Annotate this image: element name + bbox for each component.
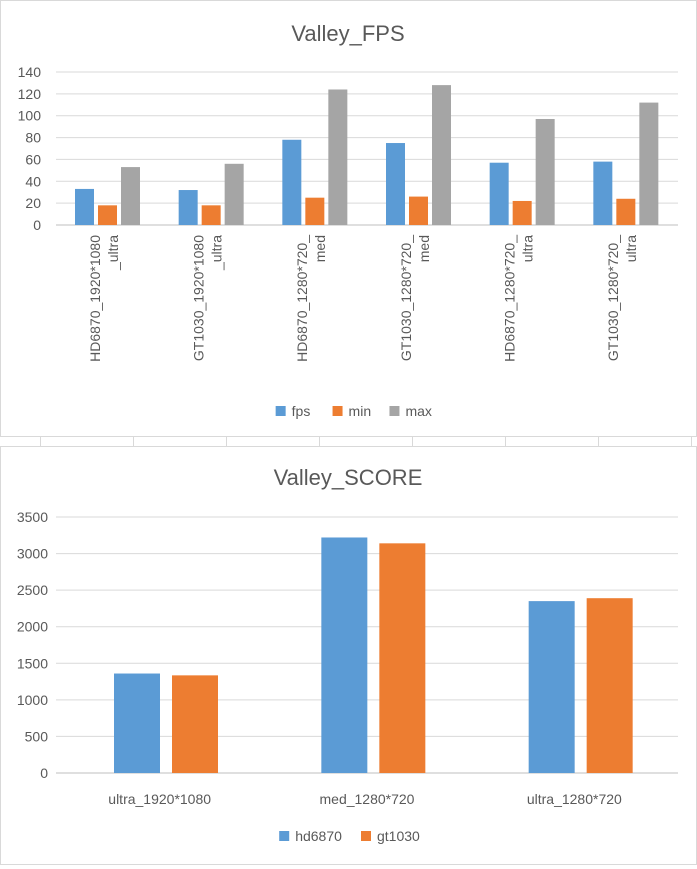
y-tick-label: 500 [25, 728, 49, 744]
sheet-gap [0, 437, 697, 446]
x-tick-label-line: GT1030_1920*1080 [191, 235, 207, 361]
x-tick-label-line: ultra [520, 235, 536, 262]
bar-max [121, 167, 140, 225]
bar-fps [386, 143, 405, 225]
bar-min [305, 197, 325, 225]
bar-fps [489, 162, 509, 225]
x-tick-label-line: GT1030_1280*720_ [605, 235, 621, 361]
legend-label-min: min [349, 403, 372, 419]
x-tick-label: HD6870_1280*720_ ultra [502, 235, 536, 362]
bar-min [409, 196, 428, 225]
cell-gridline [505, 437, 506, 446]
y-tick-label: 100 [18, 108, 42, 124]
bar-fps [178, 190, 198, 225]
x-tick-label: GT1030_1280*720_ ultra [605, 235, 639, 361]
y-tick-label: 20 [25, 195, 41, 211]
y-tick-label: 60 [25, 151, 41, 167]
y-tick-label: 2000 [17, 619, 48, 635]
y-tick-label: 120 [18, 86, 42, 102]
x-tick-label-line: med [416, 235, 432, 262]
y-tick-label: 140 [18, 64, 42, 80]
x-tick-label: HD6870_1920*1080 _ultra [87, 235, 121, 362]
y-tick-label: 40 [25, 173, 41, 189]
x-tick-label: ultra_1280*720 [527, 791, 622, 807]
legend-label-hd6870: hd6870 [295, 828, 342, 844]
cell-gridline [691, 437, 692, 446]
legend-label-max: max [405, 403, 431, 419]
x-tick-label-line: _ultra [209, 235, 225, 271]
cell-gridline [40, 437, 41, 446]
bar-fps [593, 161, 613, 225]
bar-max [224, 163, 244, 225]
y-tick-label: 0 [33, 217, 41, 233]
bar-hd6870 [114, 673, 160, 773]
bar-max [432, 85, 451, 225]
legend-swatch-hd6870 [279, 831, 290, 841]
x-tick-label-line: HD6870_1280*720_ [294, 235, 310, 362]
bar-hd6870 [321, 537, 368, 773]
y-tick-label: 2500 [17, 582, 48, 598]
cell-gridline [598, 437, 599, 446]
bar-min [98, 205, 117, 225]
y-tick-label: 3500 [17, 509, 48, 525]
bar-gt1030 [586, 598, 633, 773]
legend-swatch-min [332, 406, 343, 416]
legend-swatch-gt1030 [361, 831, 371, 841]
bar-hd6870 [528, 601, 575, 773]
bar-min [512, 200, 532, 225]
bar-gt1030 [379, 543, 426, 773]
cell-gridline [133, 437, 134, 446]
x-tick-label: HD6870_1280*720_ med [294, 235, 328, 362]
bar-fps [282, 139, 302, 225]
bar-gt1030 [172, 675, 218, 773]
score-chart: Valley_SCORE 0 500 1000 1500 2000 2500 3000 3500… [17, 465, 678, 844]
x-tick-label-line: GT1030_1280*720_ [398, 235, 414, 361]
score-chart-panel: Valley_SCORE 0 500 1000 1500 2000 2500 3000 3500… [0, 446, 697, 865]
chart-title: Valley_SCORE [274, 465, 423, 490]
bar-max [535, 118, 555, 225]
y-tick-label: 3000 [17, 546, 48, 562]
legend-swatch-fps [275, 406, 286, 416]
y-tick-label: 0 [40, 765, 48, 781]
x-tick-label-line: med [312, 235, 328, 262]
x-tick-label-line: ultra [623, 235, 639, 262]
x-tick-label: ultra_1920*1080 [108, 791, 211, 807]
legend-swatch-max [389, 406, 400, 416]
legend-label-gt1030: gt1030 [377, 828, 420, 844]
y-tick-label: 80 [25, 130, 41, 146]
x-tick-label: med_1280*720 [320, 791, 415, 807]
x-tick-label-line: HD6870_1280*720_ [502, 235, 518, 362]
y-tick-label: 1000 [17, 692, 48, 708]
x-tick-label-line: HD6870_1920*1080 [87, 235, 103, 362]
x-tick-label: GT1030_1280*720_ med [398, 235, 432, 361]
x-tick-label: GT1030_1920*1080 _ultra [191, 235, 225, 361]
bar-fps [75, 188, 94, 225]
fps-chart: Valley_FPS 0 20 40 60 80 100 120 140 HD6870_1920*… [18, 21, 678, 419]
legend-label-fps: fps [292, 403, 311, 419]
x-tick-label-line: _ultra [105, 235, 121, 271]
bar-max [639, 102, 659, 225]
chart-title: Valley_FPS [291, 21, 404, 46]
y-tick-label: 1500 [17, 655, 48, 671]
cell-gridline [412, 437, 413, 446]
cell-gridline [226, 437, 227, 446]
bar-max [328, 89, 348, 225]
fps-chart-panel: Valley_FPS 0 20 40 60 80 100 120 140 HD6870_1920*… [0, 0, 697, 437]
cell-gridline [319, 437, 320, 446]
bar-min [616, 198, 636, 225]
bar-min [201, 205, 221, 225]
